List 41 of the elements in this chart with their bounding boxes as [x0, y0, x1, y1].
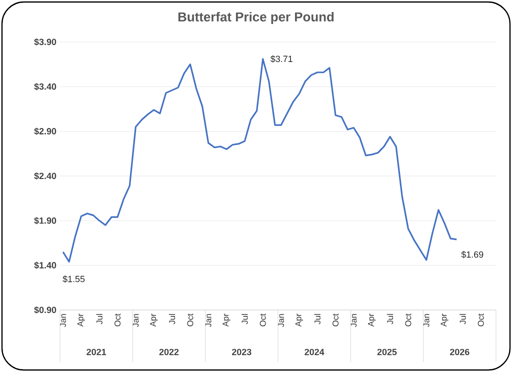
chart-title: Butterfat Price per Pound — [178, 12, 334, 24]
x-tick-label: Jul — [242, 314, 248, 324]
x-tick-label: Jan — [350, 314, 357, 328]
x-tick-label: Oct — [478, 314, 484, 326]
x-tick-label: Apr — [150, 314, 158, 327]
y-tick-label: $2.40 — [34, 172, 56, 180]
x-tick-label: Jul — [314, 314, 320, 324]
y-tick-label: $0.90 — [34, 306, 56, 314]
y-tick-label: $1.90 — [34, 217, 56, 224]
text: 2025 — [377, 348, 397, 356]
x-tick-label: Jul — [96, 314, 102, 324]
text: 2021 — [86, 348, 106, 356]
x-tick-label: Apr — [368, 314, 376, 327]
text: 2024 — [304, 348, 324, 356]
x-tick-label: Oct — [114, 314, 121, 326]
x-tick-label: Jan — [423, 314, 430, 328]
y-tick-label: $2.90 — [34, 128, 56, 135]
data-label: $1.55 — [62, 275, 85, 283]
x-tick-label: Apr — [295, 314, 303, 327]
data-label: $3.71 — [270, 55, 292, 63]
x-tick-label: Jul — [386, 314, 394, 324]
x-tick-label: Jan — [205, 314, 212, 328]
y-tick-label: $3.40 — [34, 83, 56, 90]
text: 2026 — [450, 348, 470, 356]
x-tick-label: Oct — [187, 314, 194, 326]
x-tick-label: Apr — [222, 314, 230, 327]
text: 2022 — [159, 348, 179, 356]
x-tick-label: Oct — [332, 314, 339, 326]
y-tick-label: $1.40 — [34, 262, 56, 269]
x-tick-label: Jul — [168, 314, 176, 324]
x-tick-label: Oct — [260, 314, 266, 326]
data-label: $1.69 — [461, 250, 484, 258]
x-tick-label: Jan — [278, 314, 284, 328]
y-tick-label: $3.90 — [34, 38, 56, 46]
x-tick-label: Jan — [132, 314, 139, 328]
x-tick-label: Apr — [440, 314, 448, 327]
x-tick-label: Jan — [60, 314, 66, 328]
x-tick-label: Oct — [405, 314, 412, 326]
text: 2023 — [232, 348, 252, 356]
x-tick-label: Apr — [77, 314, 85, 327]
x-tick-label: Jul — [460, 314, 466, 324]
